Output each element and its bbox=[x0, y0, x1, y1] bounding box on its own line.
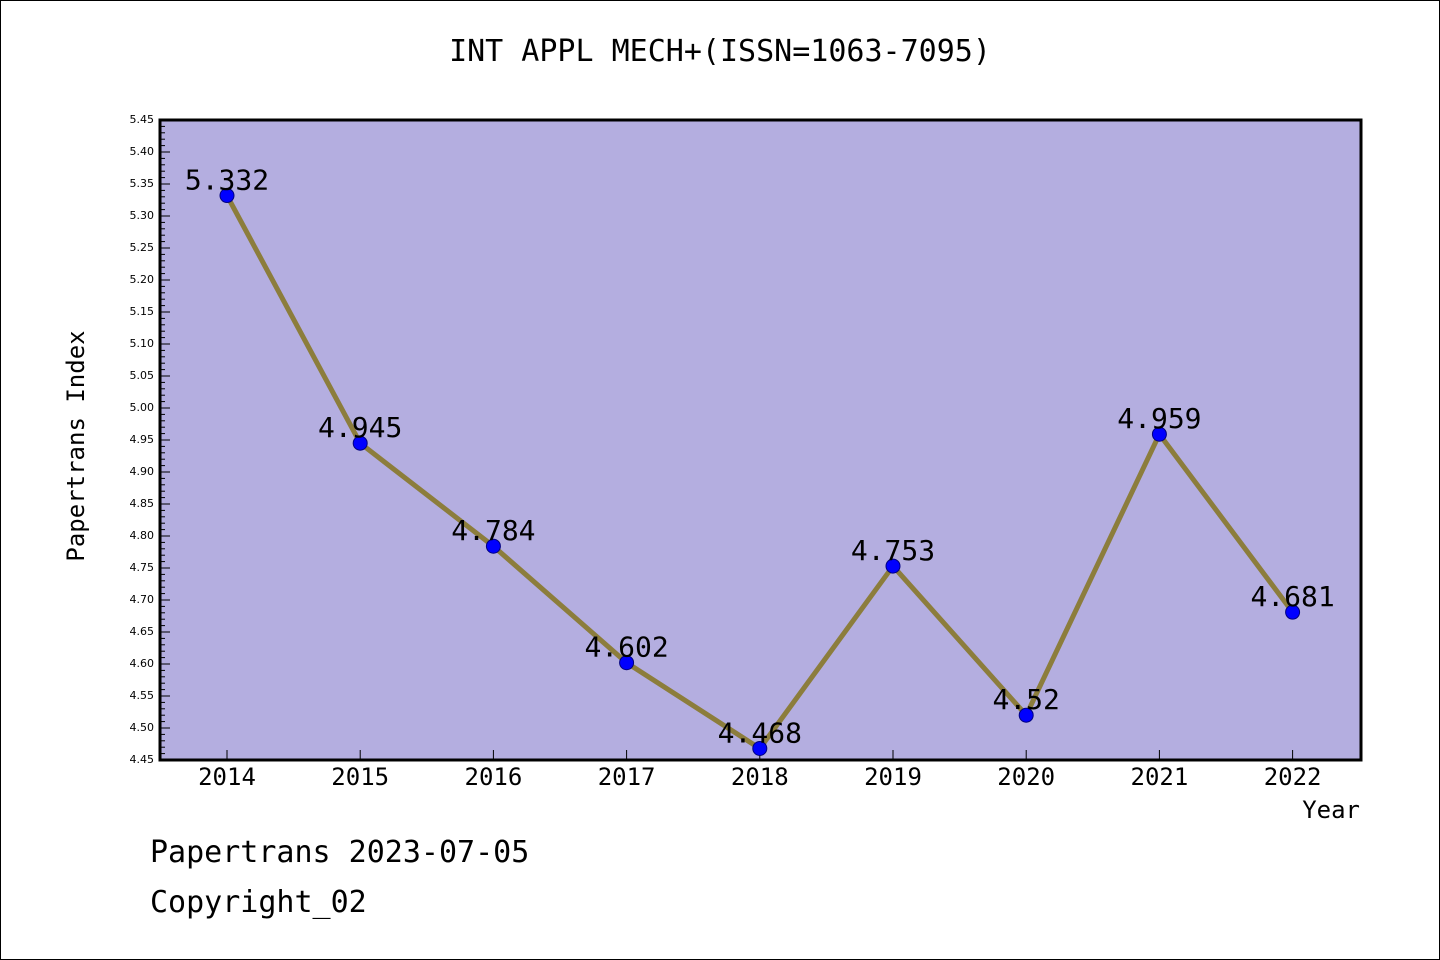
data-point bbox=[1018, 707, 1034, 723]
x-tick-label: 2015 bbox=[331, 763, 389, 791]
y-tick-label: 5.05 bbox=[130, 369, 155, 382]
data-point bbox=[752, 740, 768, 756]
data-label: 4.681 bbox=[1250, 580, 1334, 613]
data-point bbox=[619, 655, 635, 671]
y-tick-label: 5.45 bbox=[130, 113, 155, 126]
data-point bbox=[1285, 604, 1301, 620]
data-point bbox=[485, 538, 501, 554]
x-tick-label: 2022 bbox=[1264, 763, 1322, 791]
y-tick-label: 4.55 bbox=[130, 689, 155, 702]
data-label: 4.945 bbox=[318, 411, 402, 444]
footer-date-label: Papertrans 2023-07-05 bbox=[150, 835, 530, 870]
footer-copyright-label: Copyright_02 bbox=[150, 885, 367, 920]
y-tick-label: 4.85 bbox=[130, 497, 155, 510]
x-tick-label: 2014 bbox=[198, 763, 256, 791]
y-tick-label: 5.10 bbox=[130, 337, 155, 350]
data-label: 5.332 bbox=[185, 164, 269, 197]
y-tick-label: 5.30 bbox=[130, 209, 155, 222]
y-tick-label: 5.00 bbox=[130, 401, 155, 414]
y-tick-label: 5.40 bbox=[130, 145, 155, 158]
x-tick-label: 2018 bbox=[731, 763, 789, 791]
x-tick-label: 2016 bbox=[465, 763, 523, 791]
data-label: 4.753 bbox=[851, 534, 935, 567]
y-tick-label: 4.60 bbox=[130, 657, 155, 670]
x-tick-label: 2017 bbox=[598, 763, 656, 791]
y-tick-label: 5.15 bbox=[130, 305, 155, 318]
data-label: 4.602 bbox=[584, 631, 668, 664]
data-point bbox=[1151, 426, 1167, 442]
y-tick-label: 5.20 bbox=[130, 273, 155, 286]
x-axis-title: Year bbox=[1302, 796, 1360, 824]
chart-title: INT APPL MECH+(ISSN=1063-7095) bbox=[449, 34, 991, 69]
y-tick-label: 4.95 bbox=[130, 433, 155, 446]
data-point bbox=[352, 435, 368, 451]
x-tick-label: 2019 bbox=[864, 763, 922, 791]
data-label: 4.52 bbox=[992, 683, 1059, 716]
y-tick-label: 4.80 bbox=[130, 529, 155, 542]
data-label: 4.784 bbox=[451, 514, 535, 547]
y-tick-label: 4.75 bbox=[130, 561, 155, 574]
data-label: 4.468 bbox=[718, 716, 802, 749]
x-tick-label: 2021 bbox=[1131, 763, 1189, 791]
y-tick-label: 5.25 bbox=[130, 241, 155, 254]
data-point bbox=[885, 558, 901, 574]
y-tick-label: 4.65 bbox=[130, 625, 155, 638]
y-tick-label: 5.35 bbox=[130, 177, 155, 190]
y-tick-label: 4.45 bbox=[130, 753, 155, 766]
y-tick-label: 4.70 bbox=[130, 593, 155, 606]
x-tick-label: 2020 bbox=[997, 763, 1055, 791]
data-point bbox=[219, 188, 235, 204]
y-tick-label: 4.90 bbox=[130, 465, 155, 478]
plot-border bbox=[158, 118, 1363, 762]
data-label: 4.959 bbox=[1117, 402, 1201, 435]
y-tick-label: 4.50 bbox=[130, 721, 155, 734]
